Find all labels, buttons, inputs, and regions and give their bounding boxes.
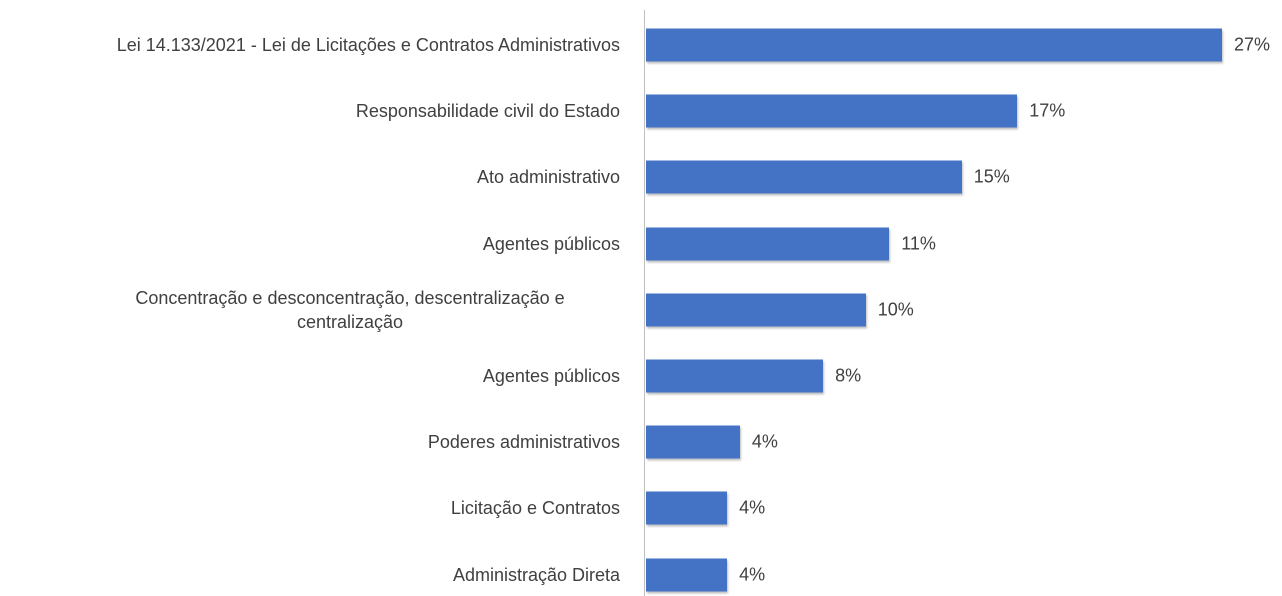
data-label: 15% (973, 166, 1010, 187)
data-label: 27% (1234, 34, 1271, 55)
data-label: 4% (739, 497, 766, 518)
bar (646, 227, 890, 261)
bar (646, 359, 824, 393)
bar (646, 160, 962, 194)
bar (646, 293, 866, 327)
bar (646, 425, 740, 459)
data-label: 8% (835, 365, 862, 386)
category-label: Agentes públicos (482, 366, 620, 386)
category-label: Concentração e desconcentração, descentr… (135, 287, 565, 332)
category-label: Licitação e Contratos (450, 498, 620, 519)
category-label: Agentes públicos (482, 233, 620, 254)
bar (646, 94, 1018, 128)
category-label: Ato administrativo (476, 167, 620, 188)
axis-line (644, 10, 645, 596)
bar (646, 28, 1222, 62)
data-label: 10% (877, 299, 914, 320)
data-label: 4% (739, 564, 766, 585)
bar (646, 491, 728, 525)
bar (646, 558, 728, 592)
data-label: 11% (901, 233, 936, 254)
data-label: 4% (751, 431, 778, 452)
category-label: Responsabilidade civil do Estado (355, 101, 620, 122)
category-label: Lei 14.133/2021 - Lei de Licitações e Co… (116, 35, 620, 55)
category-label: Poderes administrativos (427, 432, 620, 453)
data-label: 17% (1029, 100, 1066, 121)
category-label: Administração Direta (452, 564, 620, 585)
